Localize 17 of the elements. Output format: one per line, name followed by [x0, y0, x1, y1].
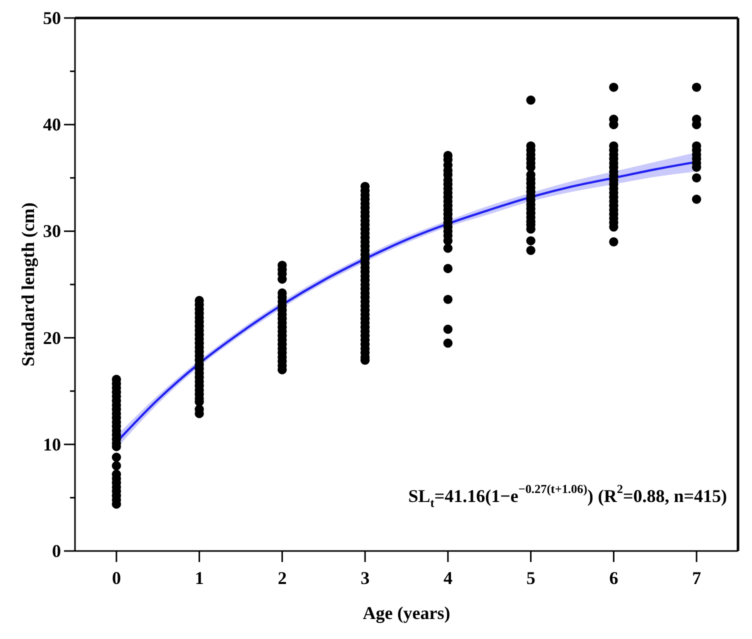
y-tick-label: 30: [43, 221, 61, 242]
y-tick-label: 20: [43, 328, 61, 348]
x-tick-label: 7: [692, 568, 702, 588]
y-axis-title: Standard length (cm): [18, 202, 38, 367]
x-tick-label: 5: [526, 568, 536, 588]
x-tick-label: 4: [443, 568, 452, 588]
annotation: SL$_{t}$=41.16(1−e$^{−0.27(t+1.06)}$) (R$^{2}$=0.88, n=415): [408, 482, 727, 510]
x-tick-label: 0: [112, 568, 121, 588]
y-tick-label: 50: [43, 8, 61, 28]
x-axis-title: Age (years): [362, 603, 450, 623]
x-tick-label: 3: [360, 568, 370, 588]
x-tick-label: 2: [278, 568, 287, 588]
x-tick-label: 6: [609, 568, 618, 588]
y-tick-label: 40: [43, 114, 61, 135]
x-tick-label: 1: [194, 568, 204, 588]
y-tick-label: 10: [43, 434, 61, 454]
y-tick-label: 0: [52, 541, 61, 561]
